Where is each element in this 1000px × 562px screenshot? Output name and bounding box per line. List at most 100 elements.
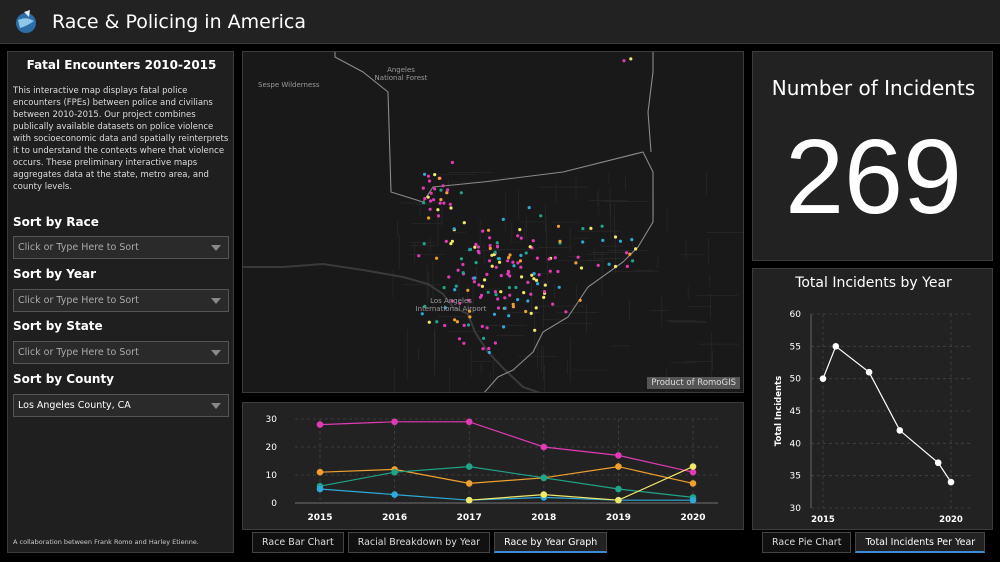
- incident-marker[interactable]: [512, 264, 516, 268]
- incident-marker[interactable]: [493, 290, 497, 294]
- incident-marker[interactable]: [630, 238, 634, 242]
- incident-marker[interactable]: [461, 271, 465, 275]
- incident-marker[interactable]: [420, 312, 424, 316]
- incident-marker[interactable]: [473, 245, 477, 249]
- incident-marker[interactable]: [579, 266, 584, 270]
- incident-marker[interactable]: [444, 239, 448, 243]
- incident-marker[interactable]: [462, 341, 466, 345]
- tab-total-incidents-per-year[interactable]: Total Incidents Per Year: [855, 532, 986, 553]
- incident-marker[interactable]: [511, 305, 515, 309]
- tab-race-by-year-graph[interactable]: Race by Year Graph: [494, 532, 608, 553]
- incident-marker[interactable]: [526, 280, 530, 284]
- incident-marker[interactable]: [426, 195, 430, 199]
- incident-marker[interactable]: [534, 306, 538, 310]
- incident-marker[interactable]: [548, 269, 552, 273]
- incident-marker[interactable]: [502, 325, 506, 329]
- incident-marker[interactable]: [532, 272, 536, 276]
- incident-marker[interactable]: [462, 323, 466, 327]
- incident-marker[interactable]: [447, 275, 451, 279]
- incident-marker[interactable]: [488, 246, 492, 250]
- incident-marker[interactable]: [427, 179, 432, 183]
- incident-marker[interactable]: [449, 206, 453, 210]
- incident-marker[interactable]: [426, 174, 431, 178]
- incident-marker[interactable]: [450, 239, 454, 243]
- sort-race-select[interactable]: Click or Type Here to Sort: [13, 236, 229, 259]
- incident-marker[interactable]: [542, 295, 546, 299]
- incident-marker[interactable]: [437, 176, 441, 180]
- incident-marker[interactable]: [461, 262, 465, 267]
- incident-marker[interactable]: [443, 306, 447, 310]
- incident-marker[interactable]: [532, 277, 536, 281]
- incident-marker[interactable]: [634, 247, 638, 251]
- incident-marker[interactable]: [473, 276, 477, 280]
- incident-marker[interactable]: [530, 273, 534, 277]
- sort-year-select[interactable]: Click or Type Here to Sort: [13, 289, 229, 312]
- incident-marker[interactable]: [556, 269, 560, 274]
- incident-marker[interactable]: [428, 207, 432, 211]
- incident-marker[interactable]: [446, 188, 450, 192]
- incident-marker[interactable]: [458, 301, 462, 305]
- incident-marker[interactable]: [450, 160, 454, 165]
- incident-marker[interactable]: [558, 239, 562, 243]
- incident-marker[interactable]: [506, 259, 510, 263]
- incident-marker[interactable]: [423, 172, 427, 176]
- incident-marker[interactable]: [496, 306, 501, 310]
- incident-marker[interactable]: [508, 293, 512, 297]
- incident-marker[interactable]: [442, 201, 446, 205]
- incident-marker[interactable]: [485, 272, 489, 276]
- incident-marker[interactable]: [457, 337, 462, 341]
- incident-marker[interactable]: [466, 323, 471, 327]
- incident-marker[interactable]: [423, 197, 427, 201]
- incident-marker[interactable]: [453, 318, 457, 322]
- incident-marker[interactable]: [481, 347, 485, 351]
- incident-marker[interactable]: [528, 245, 532, 249]
- incident-marker[interactable]: [527, 206, 531, 210]
- incident-marker[interactable]: [496, 297, 500, 301]
- incident-marker[interactable]: [486, 228, 491, 232]
- incident-marker[interactable]: [448, 202, 452, 206]
- incident-marker[interactable]: [514, 285, 518, 290]
- incident-marker[interactable]: [511, 302, 515, 306]
- incident-marker[interactable]: [507, 256, 511, 260]
- incident-marker[interactable]: [498, 260, 502, 264]
- incident-marker[interactable]: [443, 323, 447, 328]
- incident-marker[interactable]: [482, 336, 486, 340]
- incident-marker[interactable]: [520, 275, 524, 279]
- incident-marker[interactable]: [556, 224, 561, 228]
- incident-marker[interactable]: [472, 280, 476, 284]
- incident-marker[interactable]: [478, 295, 483, 299]
- sort-state-select[interactable]: Click or Type Here to Sort: [13, 341, 229, 364]
- incident-marker[interactable]: [438, 201, 442, 205]
- incident-marker[interactable]: [441, 184, 445, 188]
- incident-marker[interactable]: [423, 304, 427, 308]
- incident-marker[interactable]: [495, 244, 500, 248]
- incident-marker[interactable]: [459, 257, 463, 261]
- incident-marker[interactable]: [452, 227, 456, 231]
- incident-marker[interactable]: [492, 312, 497, 316]
- incident-marker[interactable]: [618, 239, 623, 243]
- incident-marker[interactable]: [613, 264, 618, 269]
- incident-marker[interactable]: [613, 235, 618, 239]
- incident-marker[interactable]: [487, 346, 491, 351]
- incident-marker[interactable]: [522, 291, 526, 295]
- incident-marker[interactable]: [503, 306, 507, 310]
- incident-marker[interactable]: [421, 186, 425, 190]
- incident-marker[interactable]: [581, 227, 585, 231]
- incident-marker[interactable]: [543, 283, 547, 287]
- incident-marker[interactable]: [629, 57, 633, 61]
- incident-marker[interactable]: [624, 251, 629, 255]
- incident-marker[interactable]: [529, 292, 533, 296]
- incident-marker[interactable]: [453, 288, 457, 292]
- incident-marker[interactable]: [455, 320, 459, 324]
- incident-marker[interactable]: [542, 290, 547, 294]
- incident-marker[interactable]: [480, 324, 484, 328]
- incident-marker[interactable]: [508, 253, 512, 257]
- incident-marker[interactable]: [485, 326, 489, 330]
- incident-marker[interactable]: [493, 341, 497, 345]
- incident-marker[interactable]: [481, 229, 485, 233]
- incident-marker[interactable]: [422, 242, 426, 246]
- incident-marker[interactable]: [507, 286, 511, 290]
- incident-marker[interactable]: [490, 253, 494, 257]
- incident-marker[interactable]: [519, 236, 523, 240]
- sort-county-select[interactable]: Los Angeles County, CA: [13, 394, 229, 417]
